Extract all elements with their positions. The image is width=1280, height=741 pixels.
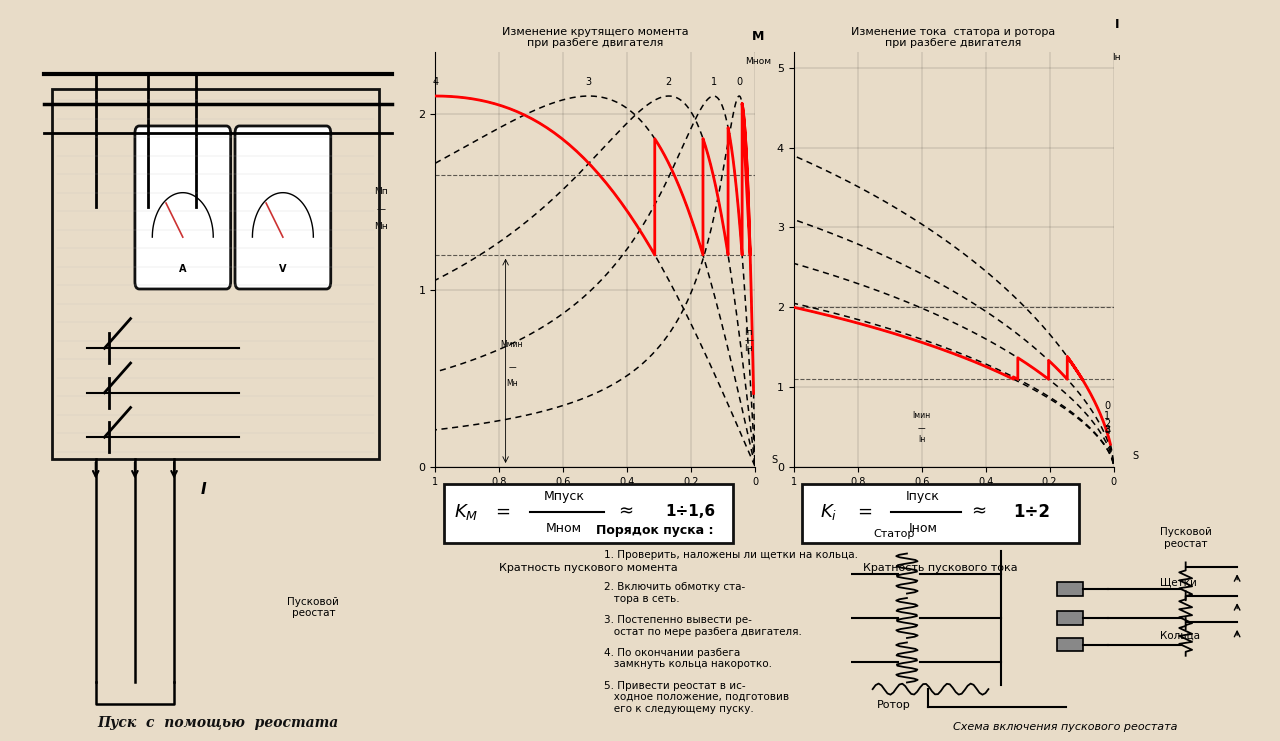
Text: 0: 0 [736,77,742,87]
Text: 0: 0 [1105,401,1110,411]
Text: I: I [1115,18,1119,31]
FancyBboxPatch shape [1057,582,1083,596]
Text: M: M [753,30,764,42]
Text: Порядок пуска :: Порядок пуска : [596,525,714,537]
Text: S: S [1133,451,1139,461]
FancyBboxPatch shape [134,126,230,289]
Text: Мпуск: Мпуск [544,490,585,502]
FancyBboxPatch shape [803,484,1079,542]
Text: Кольца: Кольца [1160,631,1199,641]
Text: 4: 4 [1105,426,1110,436]
Text: $K_i$: $K_i$ [820,502,837,522]
Text: 1. Проверить, наложены ли щетки на кольца.: 1. Проверить, наложены ли щетки на кольц… [604,550,859,559]
Text: Кратность пускового момента: Кратность пускового момента [499,562,678,573]
Text: Пусковой
реостат: Пусковой реостат [1160,527,1212,549]
Text: 2. Включить обмотку ста-
   тора в сеть.: 2. Включить обмотку ста- тора в сеть. [604,582,746,604]
Text: Схема включения пускового реостата: Схема включения пускового реостата [954,722,1178,732]
Text: Iном: Iном [909,522,938,535]
Text: Ммин: Ммин [500,340,524,349]
Text: ≈: ≈ [618,502,634,521]
Text: Iн: Iн [918,435,925,444]
Text: —: — [376,205,385,213]
Text: Пуск  с  помощью  реостата: Пуск с помощью реостата [97,715,338,730]
Text: 4: 4 [433,77,438,87]
Text: 2: 2 [666,77,672,87]
Text: Mном: Mном [745,57,772,66]
Text: $K_M$: $K_M$ [453,502,479,522]
Text: 1: 1 [1105,411,1110,422]
Text: Iн: Iн [1112,53,1121,62]
Text: =: = [495,502,511,521]
FancyBboxPatch shape [444,484,733,542]
Text: 1: 1 [710,77,717,87]
Text: A: A [179,265,187,274]
FancyBboxPatch shape [1057,638,1083,651]
Text: V: V [279,265,287,274]
Text: —: — [744,336,754,345]
Text: 3: 3 [586,77,591,87]
Text: Iп: Iп [745,328,753,337]
Text: Щетки: Щетки [1160,577,1197,588]
Text: Мп: Мп [374,187,388,196]
Text: Пусковой
реостат: Пусковой реостат [288,597,339,619]
Text: I: I [200,482,206,496]
Text: 1÷2: 1÷2 [1014,502,1051,521]
Text: Iн: Iн [745,344,753,353]
Text: —: — [508,362,516,372]
Text: 1÷1,6: 1÷1,6 [666,504,716,519]
Text: Мном: Мном [547,522,582,535]
Text: 3: 3 [1105,425,1110,435]
Text: Кратность пускового тока: Кратность пускового тока [864,562,1018,573]
Text: 2: 2 [1105,419,1110,429]
Text: 4. По окончании разбега
   замкнуть кольца накоротко.: 4. По окончании разбега замкнуть кольца … [604,648,772,669]
FancyBboxPatch shape [236,126,330,289]
Text: Iпуск: Iпуск [906,490,940,502]
Text: Мн: Мн [506,379,518,388]
Text: ≈: ≈ [972,502,987,521]
Text: Iмин: Iмин [913,411,931,419]
Text: Мн: Мн [374,222,388,231]
Title: Изменение крутящего момента
при разбеге двигателя: Изменение крутящего момента при разбеге … [502,27,689,48]
Title: Изменение тока  статора и ротора
при разбеге двигателя: Изменение тока статора и ротора при разб… [851,27,1056,48]
Text: =: = [856,502,872,521]
Text: Статор: Статор [873,528,915,539]
Text: 3. Постепенно вывести ре-
   остат по мере разбега двигателя.: 3. Постепенно вывести ре- остат по мере … [604,615,803,637]
Text: 5. Привести реостат в ис-
   ходное положение, подготовив
   его к следующему пу: 5. Привести реостат в ис- ходное положен… [604,680,790,714]
Text: Ротор: Ротор [877,700,911,710]
FancyBboxPatch shape [1057,611,1083,625]
Text: S: S [771,455,777,465]
Text: —: — [918,425,925,433]
